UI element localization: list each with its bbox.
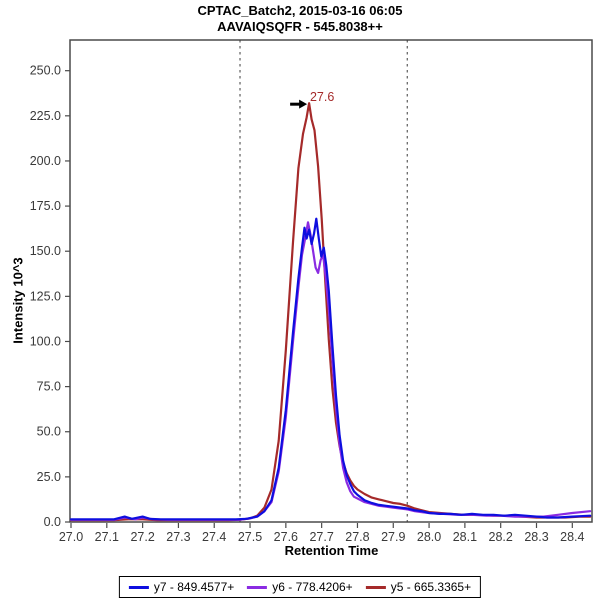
legend-label-y7: y7 - 849.4577+ (153, 580, 235, 594)
y-tick-label: 175.0 (30, 199, 61, 213)
x-tick-label: 28.2 (489, 530, 513, 544)
x-tick-label: 27.3 (166, 530, 190, 544)
x-tick-label: 28.4 (560, 530, 584, 544)
x-tick-label: 27.4 (202, 530, 226, 544)
chromatogram-trace-y7[interactable] (69, 217, 592, 521)
legend-item-y7: y7 - 849.4577+ (128, 580, 235, 594)
x-tick-label: 28.0 (417, 530, 441, 544)
y-axis-title: Intensity 10^3 (10, 257, 26, 344)
y-tick-label: 225.0 (30, 109, 61, 123)
x-tick-label: 27.0 (59, 530, 83, 544)
y-tick-label: 25.0 (37, 470, 61, 484)
x-tick-label: 27.8 (345, 530, 369, 544)
legend-item-y6: y6 - 778.4206+ (247, 580, 353, 594)
x-tick-label: 27.9 (381, 530, 405, 544)
y-tick-label: 200.0 (30, 154, 61, 168)
y-tick-label: 150.0 (30, 244, 61, 258)
x-tick-label: 27.2 (130, 530, 154, 544)
peak-rt-annotation[interactable]: 27.6 (310, 90, 334, 104)
x-tick-label: 27.1 (95, 530, 119, 544)
x-tick-label: 27.7 (309, 530, 333, 544)
legend-swatch-y6 (247, 585, 268, 589)
legend-label-y6: y6 - 778.4206+ (272, 580, 353, 594)
y-tick-label: 50.0 (37, 425, 61, 439)
y-tick-label: 0.0 (44, 515, 61, 529)
x-tick-label: 27.5 (238, 530, 262, 544)
chart-subtitle: AAVAIQSQFR - 545.8038++ (217, 19, 383, 34)
legend-swatch-y5 (365, 585, 386, 589)
chart-title-block: CPTAC_Batch2, 2015-03-16 06:05 AAVAIQSQF… (0, 3, 600, 35)
y-tick-label: 100.0 (30, 334, 61, 348)
x-tick-label: 28.3 (524, 530, 548, 544)
y-tick-label: 125.0 (30, 289, 61, 303)
legend-swatch-y7 (128, 585, 149, 589)
legend-label-y5: y5 - 665.3365+ (390, 580, 472, 594)
x-tick-label: 28.1 (453, 530, 477, 544)
y-tick-label: 75.0 (37, 380, 61, 394)
x-tick-label: 27.6 (274, 530, 298, 544)
y-tick-label: 250.0 (30, 64, 61, 78)
legend: y7 - 849.4577+ y6 - 778.4206+ y5 - 665.3… (118, 576, 482, 598)
legend-item-y5: y5 - 665.3365+ (365, 580, 472, 594)
peak-arrow-icon (299, 99, 308, 109)
x-axis-title: Retention Time (284, 543, 379, 558)
chart-title: CPTAC_Batch2, 2015-03-16 06:05 (197, 3, 403, 18)
plot-border (69, 39, 593, 523)
